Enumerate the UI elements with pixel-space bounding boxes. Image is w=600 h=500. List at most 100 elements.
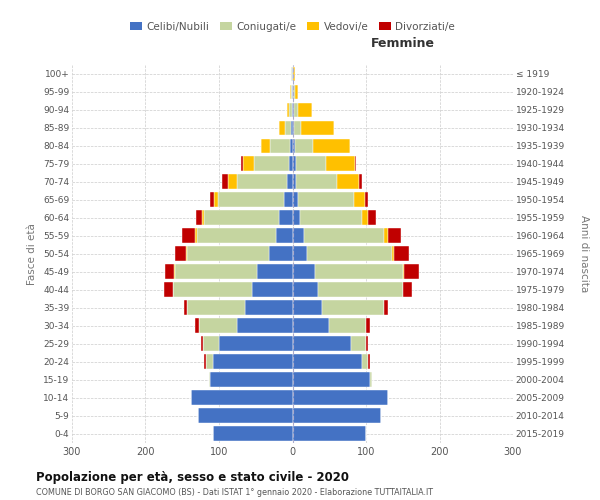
- Bar: [385, 300, 388, 315]
- Bar: [287, 102, 289, 118]
- Bar: [186, 246, 187, 261]
- Bar: [293, 372, 370, 387]
- Bar: [164, 282, 173, 297]
- Bar: [289, 156, 293, 171]
- Bar: [257, 264, 293, 279]
- Bar: [293, 282, 318, 297]
- Bar: [210, 372, 293, 387]
- Bar: [174, 264, 175, 279]
- Bar: [270, 138, 290, 154]
- Bar: [252, 282, 293, 297]
- Bar: [293, 264, 314, 279]
- Bar: [277, 228, 293, 243]
- Bar: [385, 228, 388, 243]
- Bar: [388, 228, 401, 243]
- Bar: [245, 300, 293, 315]
- Text: Popolazione per età, sesso e stato civile - 2020: Popolazione per età, sesso e stato civil…: [36, 471, 349, 484]
- Bar: [298, 192, 353, 207]
- Text: Femmine: Femmine: [371, 37, 435, 50]
- Bar: [218, 192, 284, 207]
- Bar: [254, 156, 289, 171]
- Bar: [404, 264, 419, 279]
- Bar: [187, 300, 245, 315]
- Bar: [210, 192, 214, 207]
- Y-axis label: Fasce di età: Fasce di età: [28, 223, 37, 284]
- Bar: [204, 354, 206, 369]
- Bar: [199, 408, 293, 423]
- Bar: [291, 84, 292, 100]
- Bar: [290, 138, 293, 154]
- Bar: [318, 282, 403, 297]
- Bar: [296, 156, 326, 171]
- Bar: [175, 264, 257, 279]
- Bar: [228, 174, 236, 189]
- Bar: [293, 354, 362, 369]
- Bar: [366, 318, 370, 333]
- Bar: [352, 336, 366, 351]
- Bar: [214, 192, 218, 207]
- Bar: [294, 120, 301, 136]
- Bar: [368, 210, 376, 225]
- Bar: [182, 228, 196, 243]
- Bar: [213, 354, 293, 369]
- Y-axis label: Anni di nascita: Anni di nascita: [579, 215, 589, 292]
- Bar: [295, 84, 298, 100]
- Bar: [289, 102, 292, 118]
- Bar: [287, 174, 293, 189]
- Bar: [403, 282, 412, 297]
- Bar: [298, 102, 313, 118]
- Bar: [213, 426, 293, 441]
- Bar: [202, 336, 203, 351]
- Bar: [197, 228, 277, 243]
- Bar: [293, 318, 329, 333]
- Bar: [294, 102, 298, 118]
- Bar: [173, 282, 252, 297]
- Bar: [300, 210, 362, 225]
- Bar: [370, 372, 372, 387]
- Bar: [191, 390, 293, 405]
- Bar: [291, 120, 293, 136]
- Bar: [293, 84, 295, 100]
- Bar: [204, 210, 279, 225]
- Bar: [293, 408, 381, 423]
- Bar: [293, 336, 352, 351]
- Bar: [293, 138, 295, 154]
- Bar: [209, 372, 210, 387]
- Bar: [279, 210, 293, 225]
- Bar: [366, 336, 368, 351]
- Bar: [293, 66, 295, 82]
- Bar: [301, 120, 334, 136]
- Bar: [269, 246, 293, 261]
- Bar: [187, 246, 269, 261]
- Bar: [285, 120, 291, 136]
- Bar: [184, 300, 187, 315]
- Bar: [293, 246, 307, 261]
- Bar: [279, 120, 285, 136]
- Bar: [238, 318, 293, 333]
- Bar: [203, 336, 219, 351]
- Bar: [329, 318, 366, 333]
- Bar: [337, 174, 359, 189]
- Bar: [293, 390, 388, 405]
- Bar: [313, 138, 350, 154]
- Bar: [242, 156, 254, 171]
- Bar: [304, 228, 385, 243]
- Bar: [196, 210, 202, 225]
- Bar: [290, 84, 291, 100]
- Bar: [296, 174, 337, 189]
- Bar: [293, 156, 296, 171]
- Bar: [368, 354, 370, 369]
- Bar: [284, 192, 293, 207]
- Bar: [293, 210, 300, 225]
- Bar: [206, 354, 213, 369]
- Bar: [359, 174, 362, 189]
- Bar: [322, 300, 385, 315]
- Bar: [362, 354, 368, 369]
- Bar: [362, 210, 368, 225]
- Bar: [292, 66, 293, 82]
- Bar: [293, 174, 296, 189]
- Bar: [291, 66, 292, 82]
- Bar: [365, 192, 368, 207]
- Bar: [293, 426, 366, 441]
- Bar: [394, 246, 409, 261]
